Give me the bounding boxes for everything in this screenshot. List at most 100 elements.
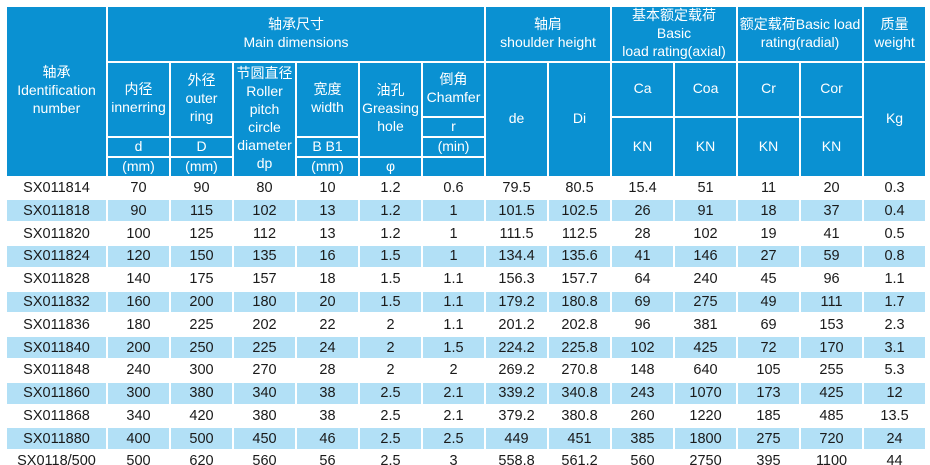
value-cell: 255 [799, 357, 865, 383]
value-cell: 560 [232, 449, 297, 465]
value-cell: 225.8 [547, 335, 613, 360]
value-cell: 90 [106, 198, 171, 224]
value-cell: 2.5 [358, 380, 423, 406]
table-row: SX011880 400 500 450 46 2.5 2.5 449 451 385 1800 27… [5, 426, 928, 452]
value-cell: 1.1 [420, 312, 487, 338]
col-header-cor: Cor [799, 60, 865, 118]
table-row: SX011840 200 250 225 24 2 1.5 224.2 225.8 102 425 7… [5, 335, 928, 360]
col-header-outer-ring: 外径 outer ring [169, 60, 234, 138]
col-header-di: Di [547, 60, 613, 178]
value-cell: 96 [610, 312, 676, 338]
value-cell: 102 [673, 221, 739, 246]
value-cell: 420 [169, 403, 234, 429]
value-cell: 135 [232, 243, 297, 269]
value-cell: 100 [106, 221, 171, 246]
value-cell: 2.1 [420, 403, 487, 429]
unit-phi: φ [358, 155, 423, 178]
table-row: SX011828 140 175 157 18 1.5 1.1 156.3 157.7 64 240… [5, 266, 928, 292]
value-cell: 340 [232, 380, 297, 406]
value-cell: 185 [736, 403, 802, 429]
value-cell: 105 [736, 357, 802, 383]
value-cell: 2.1 [420, 380, 487, 406]
table-row: SX011824 120 150 135 16 1.5 1 134.4 135.6 41 146 27… [5, 243, 928, 269]
group-header-main-dimensions: 轴承尺寸 Main dimensions [105, 5, 487, 63]
value-cell: 96 [799, 266, 865, 292]
value-cell: 70 [106, 175, 171, 201]
col-header-kg: Kg [862, 60, 928, 178]
value-cell: 2.5 [420, 426, 487, 452]
value-cell: 13 [295, 221, 360, 246]
value-cell: 400 [106, 426, 171, 452]
value-cell: 27 [736, 243, 802, 269]
value-cell: 1.5 [358, 289, 423, 315]
value-cell: 200 [169, 289, 234, 315]
unit-mm-inner: (mm) [106, 155, 171, 178]
value-cell: 12 [862, 380, 928, 406]
value-cell: 2.3 [862, 312, 928, 338]
table-header: 轴承 Identification number 轴承尺寸 Main dimen… [5, 5, 928, 178]
value-cell: 175 [169, 266, 234, 292]
value-cell: 20 [799, 175, 865, 201]
value-cell: 112.5 [547, 221, 613, 246]
value-cell: 49 [736, 289, 802, 315]
col-header-inner-ring: 内径 innerring [106, 60, 171, 138]
unit-kn-coa: KN [673, 115, 739, 178]
value-cell: 2750 [673, 449, 739, 465]
value-cell: 0.3 [862, 175, 928, 201]
value-cell: 120 [106, 243, 171, 269]
value-cell: 22 [295, 312, 360, 338]
value-cell: 24 [295, 335, 360, 360]
value-cell: 2.5 [358, 449, 423, 465]
value-cell: 11 [736, 175, 802, 201]
value-cell: 153 [799, 312, 865, 338]
value-cell: 275 [673, 289, 739, 315]
value-cell: 1.1 [420, 266, 487, 292]
col-header-greasing-hole: 油孔 Greasing hole [358, 60, 423, 158]
value-cell: 111 [799, 289, 865, 315]
unit-kn-cr: KN [736, 115, 802, 178]
value-cell: 112 [232, 221, 297, 246]
table-row: SX011832 160 200 180 20 1.5 1.1 179.2 180.8 69 275… [5, 289, 928, 315]
table-row: SX011818 90 115 102 13 1.2 1 101.5 102.5 26 91 18 37… [5, 198, 928, 224]
value-cell: 1 [420, 198, 487, 224]
value-cell: 561.2 [547, 449, 613, 465]
value-cell: 0.8 [862, 243, 928, 269]
table-row: SX011860 300 380 340 38 2.5 2.1 339.2 340.8 243 10… [5, 380, 928, 406]
value-cell: 720 [799, 426, 865, 452]
value-cell: 425 [799, 380, 865, 406]
table-row: SX011814 70 90 80 10 1.2 0.6 79.5 80.5 15.4 51 11 20… [5, 175, 928, 201]
bearing-id-cell: SX011824 [5, 243, 108, 269]
value-cell: 80 [232, 175, 297, 201]
value-cell: 69 [736, 312, 802, 338]
value-cell: 41 [799, 221, 865, 246]
value-cell: 5.3 [862, 357, 928, 383]
value-cell: 270 [232, 357, 297, 383]
bearing-id-cell: SX011860 [5, 380, 108, 406]
value-cell: 200 [106, 335, 171, 360]
value-cell: 80.5 [547, 175, 613, 201]
group-header-load-rating-radial: 额定载荷Basic load rating(radial) [736, 5, 865, 63]
value-cell: 102.5 [547, 198, 613, 224]
value-cell: 1.1 [862, 266, 928, 292]
value-cell: 1.5 [358, 243, 423, 269]
value-cell: 59 [799, 243, 865, 269]
value-cell: 101.5 [484, 198, 550, 224]
value-cell: 125 [169, 221, 234, 246]
value-cell: 38 [295, 403, 360, 429]
value-cell: 1.2 [358, 198, 423, 224]
value-cell: 69 [610, 289, 676, 315]
value-cell: 156.3 [484, 266, 550, 292]
value-cell: 225 [169, 312, 234, 338]
bearing-id-cell: SX011818 [5, 198, 108, 224]
value-cell: 179.2 [484, 289, 550, 315]
value-cell: 1 [420, 243, 487, 269]
unit-kn-ca: KN [610, 115, 676, 178]
value-cell: 1.5 [420, 335, 487, 360]
value-cell: 26 [610, 198, 676, 224]
value-cell: 385 [610, 426, 676, 452]
table-row: SX011868 340 420 380 38 2.5 2.1 379.2 380.8 260 12… [5, 403, 928, 429]
value-cell: 16 [295, 243, 360, 269]
value-cell: 500 [106, 449, 171, 465]
value-cell: 339.2 [484, 380, 550, 406]
value-cell: 340 [106, 403, 171, 429]
